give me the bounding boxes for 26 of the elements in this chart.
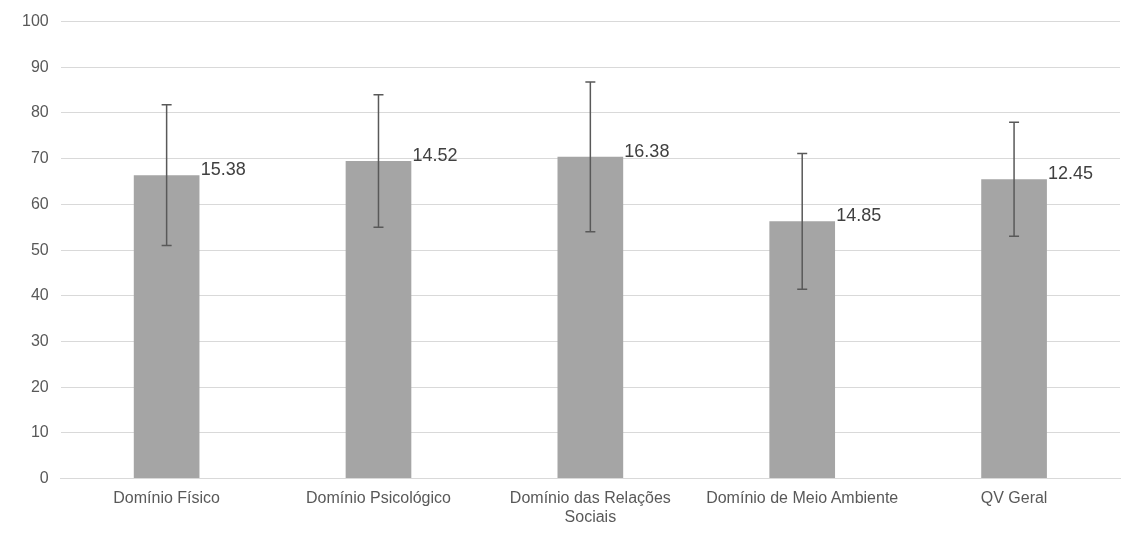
y-tick-label: 0: [39, 469, 49, 487]
y-tick-label: 60: [30, 194, 49, 212]
annotation: 14.52: [412, 144, 458, 165]
annotation: 16.38: [624, 140, 670, 161]
y-tick-label: 20: [30, 377, 49, 395]
y-tick-label: 90: [30, 57, 49, 75]
y-tick-label: 50: [30, 240, 49, 258]
x-tick-label: Domínio das Relações Sociais: [509, 488, 671, 525]
bar: [133, 175, 200, 479]
y-tick-label: 30: [30, 331, 49, 349]
y-tick-label: 100: [21, 12, 49, 30]
bar: [345, 160, 412, 479]
bar: [981, 179, 1047, 479]
annotation: 12.45: [1048, 163, 1094, 184]
x-tick-label: Domínio Físico: [113, 488, 221, 506]
x-tick-label: QV Geral: [980, 488, 1048, 506]
annotation: 15.38: [200, 159, 246, 180]
x-tick-label: Domínio de Meio Ambiente: [706, 488, 899, 506]
y-tick-label: 10: [30, 423, 49, 441]
x-tick-label: Domínio Psicológico: [306, 488, 452, 506]
bar: [769, 221, 836, 479]
y-tick-label: 70: [30, 149, 49, 167]
y-tick-label: 40: [30, 286, 49, 304]
bar: [557, 156, 624, 479]
y-tick-label: 80: [30, 103, 49, 121]
annotation: 14.85: [836, 205, 882, 226]
